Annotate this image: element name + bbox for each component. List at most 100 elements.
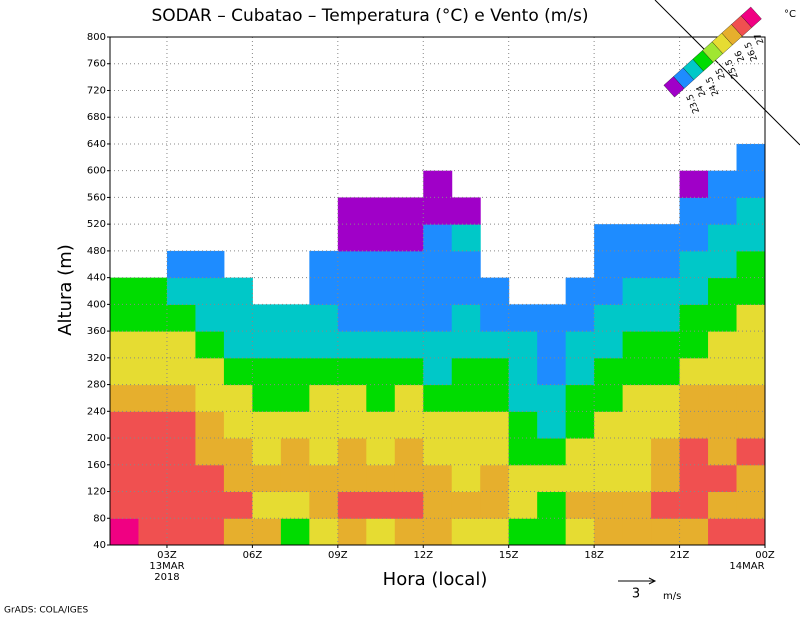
heat-cell	[508, 384, 538, 412]
heat-cell	[508, 411, 538, 439]
heat-cell	[252, 518, 282, 546]
heat-cell	[110, 464, 139, 493]
colorbar-swatch	[740, 6, 762, 28]
heat-cell	[280, 438, 310, 466]
heat-cell	[480, 357, 510, 386]
heat-cell	[423, 224, 453, 252]
heat-cell	[708, 438, 738, 466]
heat-cell	[223, 304, 253, 332]
heat-cell	[110, 331, 139, 359]
heat-cell	[423, 250, 453, 279]
heat-cell	[337, 491, 367, 519]
heat-cell	[337, 331, 367, 359]
heat-cell	[110, 518, 139, 546]
heat-cell	[166, 464, 196, 493]
heat-cell	[651, 250, 681, 279]
heat-cell	[736, 143, 766, 172]
heat-cell	[309, 357, 339, 386]
heat-cell	[708, 384, 738, 412]
heat-cell	[195, 438, 225, 466]
heat-cell	[110, 357, 139, 386]
heat-cell	[708, 357, 738, 386]
heat-cell	[309, 518, 339, 546]
heat-cell	[195, 464, 225, 493]
heat-cell	[138, 304, 168, 332]
heat-cell	[622, 464, 652, 493]
heat-cell	[679, 250, 709, 279]
heat-cell	[337, 411, 367, 439]
heat-cell	[565, 277, 595, 305]
heat-cell	[252, 438, 282, 466]
heat-cell	[252, 357, 282, 386]
heat-cell	[679, 491, 709, 519]
heat-cell	[394, 277, 424, 305]
heat-cell	[309, 304, 339, 332]
heat-cell	[708, 197, 738, 225]
y-tick-label: 600	[87, 166, 106, 177]
heat-cell	[708, 224, 738, 252]
heat-cell	[195, 411, 225, 439]
heat-cell	[736, 438, 766, 466]
heat-cell	[166, 384, 196, 412]
y-tick-label: 320	[87, 353, 106, 364]
heat-cell	[280, 384, 310, 412]
heat-cell	[195, 491, 225, 519]
y-tick-label: 400	[87, 299, 106, 310]
heat-cell	[394, 250, 424, 279]
heat-cell	[565, 438, 595, 466]
heat-cell	[309, 277, 339, 305]
heat-cell	[736, 331, 766, 359]
heat-cell	[708, 411, 738, 439]
heat-cell	[537, 438, 567, 466]
heat-cell	[480, 491, 510, 519]
chart-title: SODAR – Cubatao – Temperatura (°C) e Ven…	[151, 6, 588, 26]
date-label: 2018	[154, 572, 179, 583]
heat-cell	[309, 250, 339, 279]
heat-cell	[480, 438, 510, 466]
heat-cell	[594, 518, 624, 546]
heat-cell	[480, 304, 510, 332]
heat-cell	[651, 464, 681, 493]
heat-cell	[423, 170, 453, 198]
heat-cell	[651, 438, 681, 466]
heat-cell	[594, 357, 624, 386]
heat-cell	[366, 384, 396, 412]
heat-cell	[451, 304, 481, 332]
heat-cell	[594, 304, 624, 332]
heat-cell	[708, 518, 738, 546]
heat-cell	[223, 384, 253, 412]
heat-cell	[110, 304, 139, 332]
heat-cell	[594, 438, 624, 466]
heat-cell	[565, 464, 595, 493]
colorbar-label: 27	[753, 31, 767, 45]
heat-cell	[366, 438, 396, 466]
heat-cell	[423, 357, 453, 386]
heat-cell	[337, 464, 367, 493]
x-tick-label: 09Z	[328, 550, 348, 561]
heat-cell	[451, 438, 481, 466]
heat-cell	[622, 224, 652, 252]
heat-cell	[594, 464, 624, 493]
date-label: 14MAR	[729, 561, 764, 572]
heat-cell	[679, 357, 709, 386]
heat-cell	[679, 411, 709, 439]
heat-cell	[166, 250, 196, 279]
heat-cell	[195, 277, 225, 305]
heat-cell	[138, 464, 168, 493]
heat-cell	[394, 464, 424, 493]
wind-scale-unit: m/s	[663, 591, 681, 602]
heat-cell	[223, 357, 253, 386]
y-tick-label: 360	[87, 326, 106, 337]
heat-cell	[736, 357, 766, 386]
heat-cell	[110, 384, 139, 412]
heat-cell	[736, 224, 766, 252]
heat-cell	[622, 357, 652, 386]
heat-cell	[309, 438, 339, 466]
heat-cell	[451, 277, 481, 305]
heat-cell	[508, 491, 538, 519]
heat-cell	[736, 277, 766, 305]
heat-cell	[451, 224, 481, 252]
heat-cell	[309, 331, 339, 359]
heat-cell	[451, 331, 481, 359]
heat-cell	[594, 250, 624, 279]
